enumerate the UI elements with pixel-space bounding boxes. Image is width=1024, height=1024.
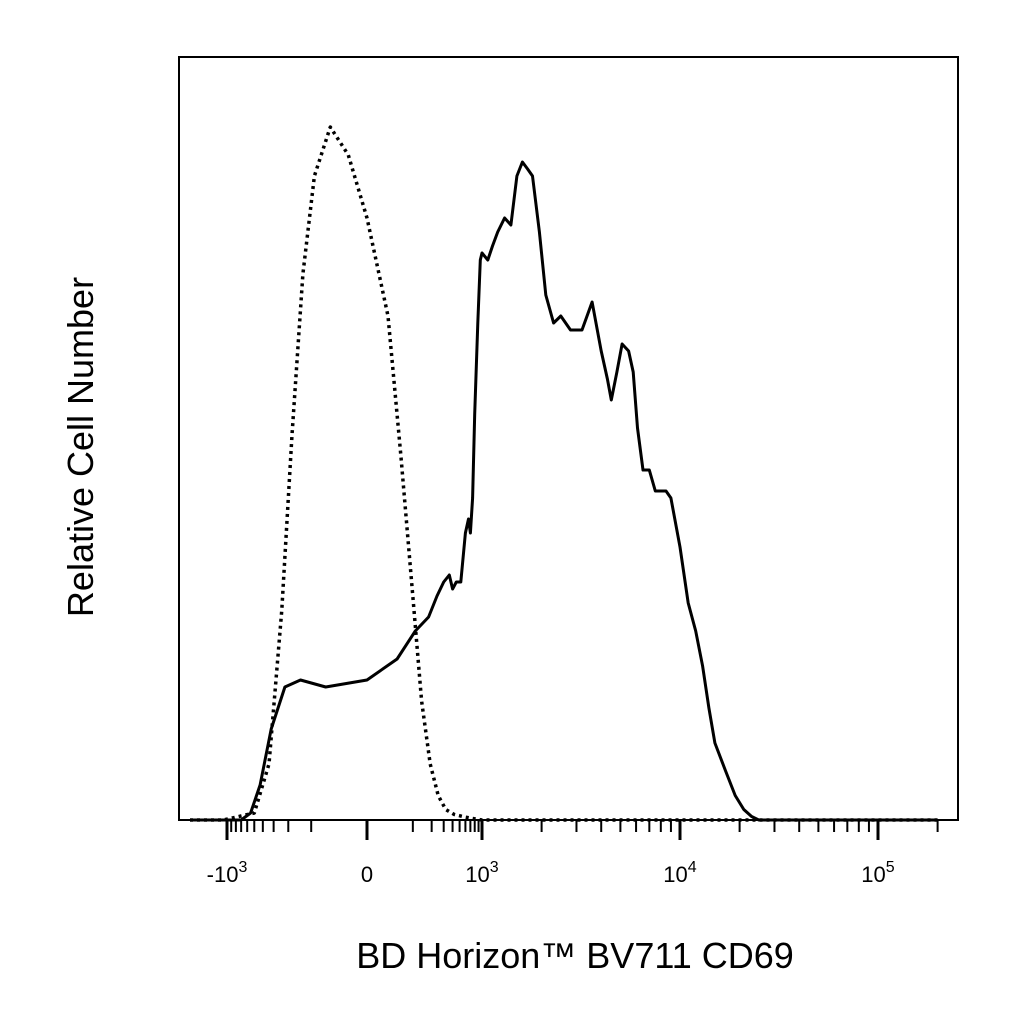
x-tick-base-1: 0 <box>361 862 373 887</box>
x-tick-exp-3: 4 <box>688 859 697 876</box>
x-tick-label-0: -103 <box>207 859 248 887</box>
series-dotted-curve <box>190 125 938 822</box>
major-ticks <box>225 820 880 840</box>
y-axis-label: Relative Cell Number <box>60 277 101 617</box>
curves <box>190 125 938 822</box>
x-tick-label-4: 105 <box>861 859 894 887</box>
x-tick-label-2: 103 <box>465 859 498 887</box>
x-axis-label: BD Horizon™ BV711 CD69 <box>356 935 794 976</box>
x-tick-exp-4: 5 <box>886 859 895 876</box>
minor-ticks <box>230 820 939 832</box>
x-tick-label-3: 104 <box>663 859 696 887</box>
x-tick-base-4: 10 <box>861 862 885 887</box>
x-tick-base-3: 10 <box>663 862 687 887</box>
x-tick-base-0: -10 <box>207 862 239 887</box>
x-tick-exp-0: 3 <box>238 859 247 876</box>
plot-frame <box>178 56 959 821</box>
series-solid-curve <box>190 160 938 822</box>
x-tick-base-2: 10 <box>465 862 489 887</box>
x-tick-labels: -103 0 103 104 105 <box>207 859 895 887</box>
x-tick-exp-2: 3 <box>490 859 499 876</box>
x-tick-label-1: 0 <box>361 862 373 887</box>
